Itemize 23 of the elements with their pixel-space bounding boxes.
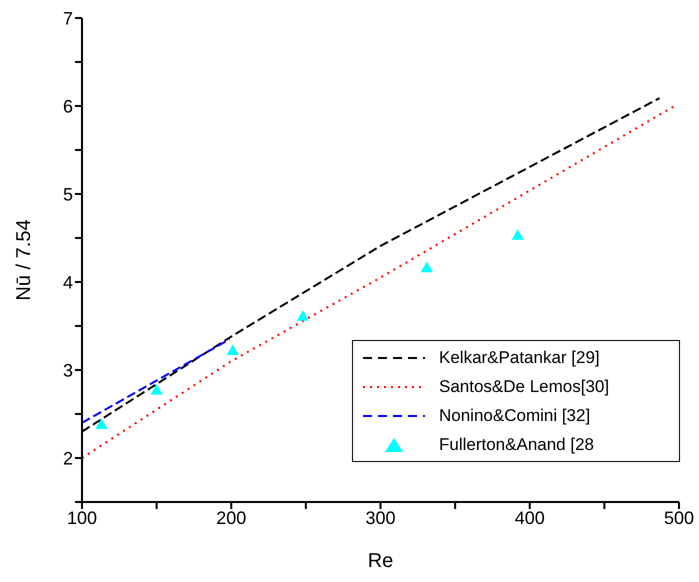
y-tick-label: 3 bbox=[62, 360, 73, 380]
point bbox=[226, 344, 239, 356]
x-tick-label: 100 bbox=[66, 508, 98, 528]
point bbox=[512, 229, 524, 240]
legend-label: Fullerton&Anand [28 bbox=[439, 434, 594, 454]
y-tick-label: 6 bbox=[62, 96, 73, 116]
y-tick-label: 4 bbox=[62, 272, 73, 292]
legend-label: Nonino&Comini [32] bbox=[439, 406, 590, 426]
y-tick-label: 2 bbox=[62, 448, 73, 468]
point bbox=[420, 262, 433, 272]
point bbox=[296, 310, 309, 321]
x-tick-label: 200 bbox=[216, 508, 246, 528]
point bbox=[150, 384, 163, 395]
point bbox=[95, 418, 108, 429]
y-tick-label: 7 bbox=[62, 8, 73, 28]
legend-label: Santos&De Lemos[30] bbox=[439, 376, 610, 396]
x-axis-title: Re bbox=[368, 550, 394, 572]
x-tick-label: 300 bbox=[365, 508, 396, 528]
legend-label: Kelkar&Patankar [29] bbox=[439, 348, 600, 368]
x-tick-label: 400 bbox=[514, 508, 545, 528]
x-tick-label: 500 bbox=[664, 508, 694, 528]
y-tick-label: 5 bbox=[62, 184, 73, 204]
y-axis-title: Nū / 7.54 bbox=[13, 219, 36, 301]
